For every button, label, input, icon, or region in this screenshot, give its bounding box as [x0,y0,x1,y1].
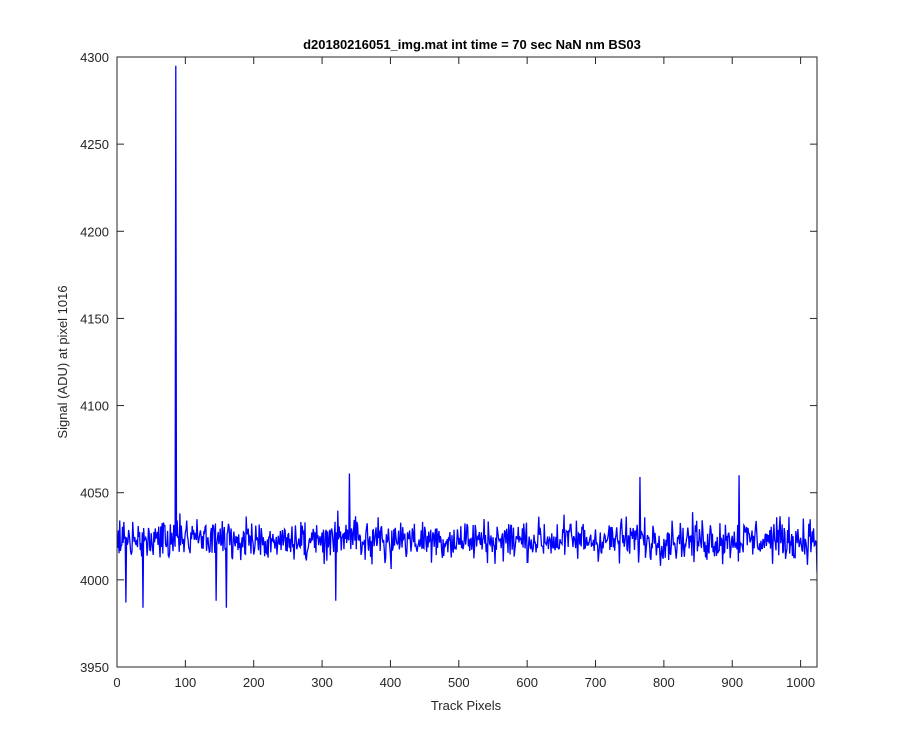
x-tick-label: 1000 [786,675,815,690]
x-tick-label: 300 [311,675,333,690]
y-tick-label: 4150 [80,311,109,326]
x-tick-label: 400 [380,675,402,690]
y-tick-label: 4300 [80,50,109,65]
x-tick-label: 800 [653,675,675,690]
series-line [117,65,817,608]
x-axis-label: Track Pixels [431,698,502,713]
x-tick-label: 500 [448,675,470,690]
y-tick-label: 4250 [80,137,109,152]
x-tick-label: 700 [585,675,607,690]
y-tick-label: 4100 [80,399,109,414]
axis-ticks: 0 100 200 300 400 500 600 700 800 900 1000 3950 4000… [80,50,817,690]
x-tick-label: 0 [113,675,120,690]
plot-area [116,56,818,668]
x-tick-label: 100 [175,675,197,690]
plot-background [117,57,817,667]
y-axis-label: Signal (ADU) at pixel 1016 [55,285,70,438]
y-tick-label: 4000 [80,573,109,588]
chart-title: d20180216051_img.mat int time = 70 sec N… [303,37,641,52]
y-tick-label: 3950 [80,660,109,675]
axes-box [116,56,818,668]
y-tick-label: 4050 [80,486,109,501]
y-tick-label: 4200 [80,224,109,239]
x-tick-label: 200 [243,675,265,690]
x-tick-label: 900 [721,675,743,690]
x-tick-label: 600 [516,675,538,690]
